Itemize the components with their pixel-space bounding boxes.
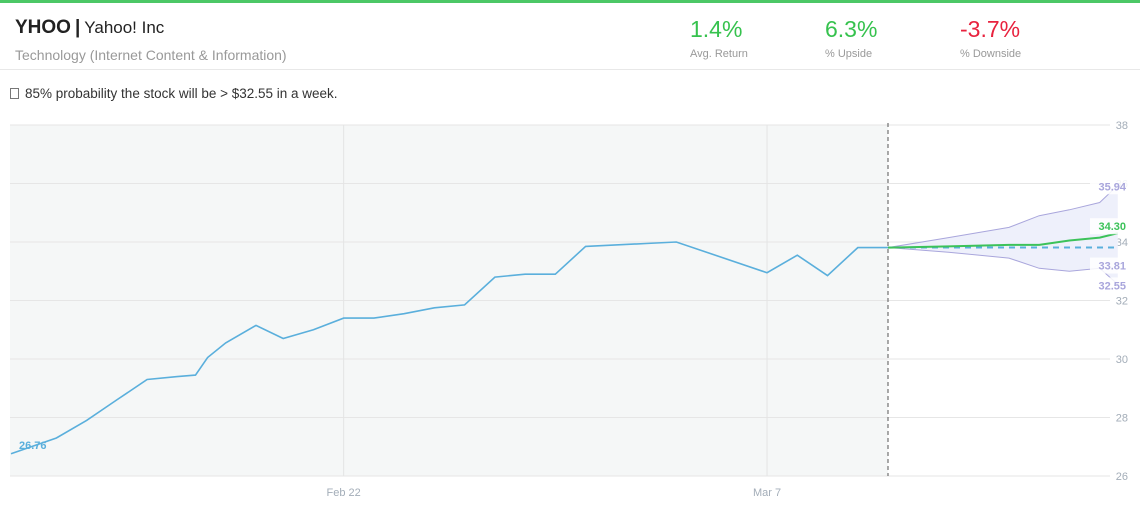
- x-tick-label: Feb 22: [327, 487, 361, 499]
- confidence-band: [888, 185, 1118, 285]
- upside-stat: 6.3% % Upside: [825, 16, 925, 60]
- avg-return-value: 1.4%: [690, 16, 743, 42]
- ticker-symbol: YHOO: [15, 17, 71, 38]
- end-value-label: 32.55: [1098, 280, 1126, 292]
- forecast-mean-line: [887, 232, 1119, 249]
- y-tick-label: 34: [1116, 237, 1128, 249]
- end-label-bg: [1090, 218, 1130, 235]
- end-label-bg: [1090, 178, 1130, 195]
- top-accent-bar: [0, 0, 1140, 3]
- y-tick-label: 28: [1116, 413, 1128, 425]
- stock-header: YHOO | Yahoo! Inc Technology (Internet Con…: [0, 3, 1140, 70]
- start-price-label: 26.76: [19, 440, 47, 452]
- x-tick-label: Mar 7: [753, 487, 781, 499]
- probability-statement: 85% probability the stock will be > $32.…: [10, 86, 338, 101]
- downside-stat: -3.7% % Downside: [960, 16, 1060, 60]
- y-tick-label: 26: [1116, 471, 1128, 483]
- end-label-bg: [1090, 277, 1130, 294]
- y-tick-label: 30: [1116, 354, 1128, 366]
- end-value-label: 34.30: [1098, 221, 1126, 233]
- end-value-label: 35.94: [1098, 181, 1126, 193]
- company-name: Yahoo! Inc: [84, 18, 165, 37]
- y-tick-label: 38: [1116, 120, 1128, 132]
- upside-label: % Upside: [825, 48, 873, 60]
- stock-title: YHOO | Yahoo! Inc: [15, 17, 164, 39]
- end-label-bg: [1090, 257, 1130, 274]
- downside-value: -3.7%: [960, 16, 1021, 42]
- document-icon: [10, 88, 19, 99]
- y-tick-label: 32: [1116, 296, 1128, 308]
- sector-label: Technology (Internet Content & Informati…: [15, 47, 287, 63]
- upper-bound-line: [887, 184, 1119, 249]
- probability-text: 85% probability the stock will be > $32.…: [25, 86, 338, 101]
- avg-return-stat: 1.4% Avg. Return: [690, 16, 790, 60]
- upside-value: 6.3%: [825, 16, 878, 42]
- title-separator: |: [74, 17, 81, 38]
- price-history-line: [10, 241, 888, 455]
- end-value-label: 33.81: [1098, 261, 1126, 273]
- downside-label: % Downside: [960, 48, 1022, 60]
- avg-return-label: Avg. Return: [690, 48, 748, 60]
